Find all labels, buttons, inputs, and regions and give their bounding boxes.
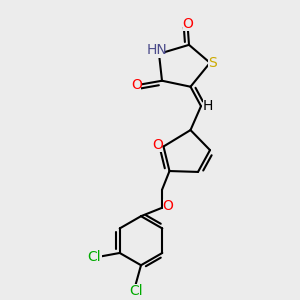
FancyBboxPatch shape <box>208 55 217 70</box>
Text: O: O <box>162 199 173 213</box>
FancyBboxPatch shape <box>148 43 165 58</box>
FancyBboxPatch shape <box>203 99 212 114</box>
FancyBboxPatch shape <box>154 137 162 152</box>
Text: O: O <box>182 17 193 31</box>
FancyBboxPatch shape <box>183 16 192 32</box>
Text: Cl: Cl <box>129 284 142 298</box>
Text: Cl: Cl <box>87 250 100 263</box>
FancyBboxPatch shape <box>132 78 141 93</box>
FancyBboxPatch shape <box>85 249 102 264</box>
Text: H: H <box>202 99 213 113</box>
Text: O: O <box>131 78 142 92</box>
Text: S: S <box>208 56 217 70</box>
FancyBboxPatch shape <box>163 199 172 214</box>
Text: HN: HN <box>146 43 167 57</box>
Text: O: O <box>153 138 164 152</box>
FancyBboxPatch shape <box>127 284 144 299</box>
